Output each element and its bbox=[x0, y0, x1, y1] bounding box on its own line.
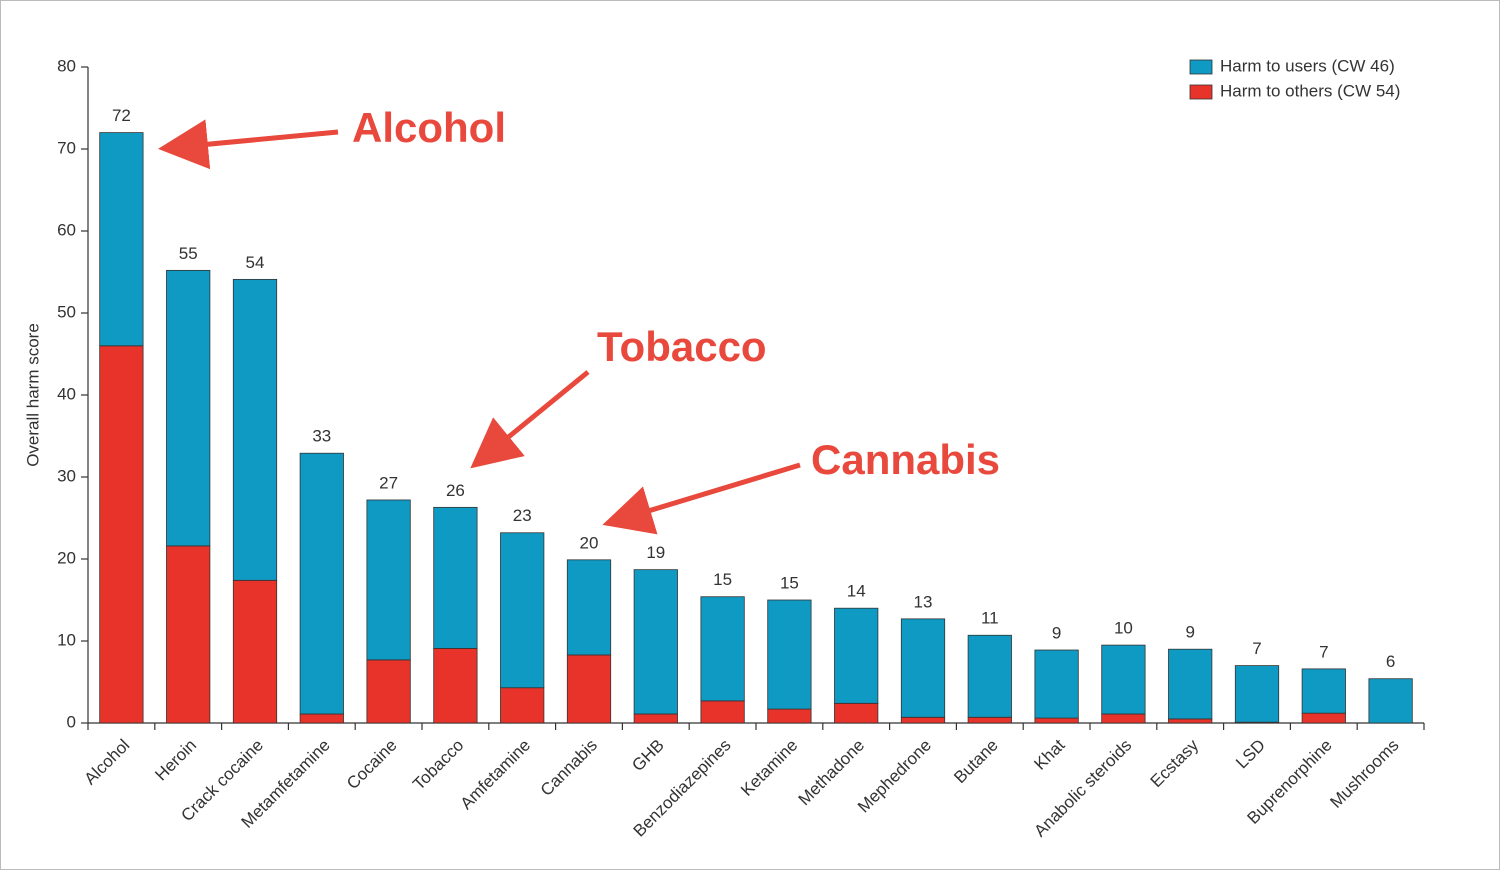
x-tick-label: GHB bbox=[628, 736, 667, 775]
y-tick-label: 70 bbox=[57, 138, 76, 157]
bar-segment bbox=[500, 687, 545, 724]
x-tick-label: Heroin bbox=[151, 736, 200, 785]
bar-segment bbox=[433, 647, 478, 724]
bar-segment bbox=[1301, 668, 1346, 714]
annotation: Alcohol bbox=[352, 104, 506, 151]
total-label: 7 bbox=[1319, 642, 1328, 661]
bar-segment bbox=[1234, 665, 1280, 723]
bar-segment bbox=[566, 654, 612, 724]
bar-segment bbox=[1101, 644, 1146, 715]
total-label: 6 bbox=[1386, 652, 1395, 671]
total-label: 10 bbox=[1114, 619, 1133, 638]
x-tick-label: Cannabis bbox=[537, 736, 601, 800]
x-tick-label: LSD bbox=[1232, 736, 1269, 773]
total-label: 13 bbox=[914, 592, 933, 611]
bar-segment bbox=[1034, 717, 1079, 724]
total-label: 14 bbox=[847, 582, 866, 601]
bar-segment bbox=[166, 545, 211, 724]
x-tick-label: Tobacco bbox=[409, 736, 467, 794]
bar-segment bbox=[433, 506, 478, 649]
x-tick-label: Ketamine bbox=[737, 736, 801, 800]
total-label: 9 bbox=[1185, 623, 1194, 642]
bar-segment bbox=[299, 713, 344, 724]
bar-segment bbox=[900, 716, 946, 724]
y-tick-label: 10 bbox=[57, 630, 76, 649]
bar-segment bbox=[1101, 713, 1146, 724]
x-tick-label: Amfetamine bbox=[457, 736, 535, 814]
x-tick-label: Butane bbox=[950, 736, 1002, 788]
total-label: 27 bbox=[379, 473, 398, 492]
legend-label: Harm to others (CW 54) bbox=[1220, 81, 1400, 100]
bar-segment bbox=[967, 716, 1012, 724]
total-label: 11 bbox=[981, 609, 999, 628]
y-axis-label: Overall harm score bbox=[23, 323, 42, 467]
total-label: 19 bbox=[646, 543, 665, 562]
arrow bbox=[602, 462, 801, 535]
bar-segment bbox=[566, 559, 612, 656]
legend-swatch bbox=[1189, 84, 1213, 100]
y-tick-label: 20 bbox=[57, 548, 76, 567]
bar-segment bbox=[633, 713, 678, 724]
bar-segment bbox=[834, 702, 879, 724]
bar-segment bbox=[366, 499, 411, 661]
arrow bbox=[470, 370, 590, 469]
total-label: 20 bbox=[580, 533, 599, 552]
total-label: 26 bbox=[446, 481, 465, 500]
total-label: 23 bbox=[513, 506, 532, 525]
x-tick-label: Khat bbox=[1030, 735, 1068, 773]
legend-label: Harm to users (CW 46) bbox=[1220, 56, 1395, 75]
bar-segment bbox=[166, 269, 211, 547]
bar-segment bbox=[366, 659, 411, 724]
y-tick-label: 60 bbox=[57, 220, 76, 239]
bar-segment bbox=[500, 532, 545, 689]
bar-segment bbox=[1034, 649, 1079, 719]
y-tick-label: 80 bbox=[57, 56, 76, 75]
total-label: 9 bbox=[1052, 624, 1061, 643]
annotation: Tobacco bbox=[597, 323, 767, 370]
y-tick-label: 40 bbox=[57, 384, 76, 403]
total-label: 15 bbox=[713, 570, 732, 589]
total-label: 7 bbox=[1252, 639, 1261, 658]
bar-segment bbox=[99, 345, 144, 724]
bar-segment bbox=[232, 278, 278, 581]
bar-segment bbox=[967, 634, 1012, 718]
bar-segment bbox=[900, 618, 946, 718]
x-tick-label: Mushrooms bbox=[1326, 736, 1402, 812]
total-label: 55 bbox=[179, 244, 198, 263]
legend-swatch bbox=[1189, 59, 1213, 75]
total-label: 33 bbox=[312, 427, 331, 446]
bar-segment bbox=[1301, 712, 1346, 724]
bar-segment bbox=[1168, 648, 1213, 720]
total-label: 15 bbox=[780, 573, 799, 592]
bar-segment bbox=[232, 579, 278, 724]
bar-segment bbox=[700, 596, 745, 702]
y-tick-label: 50 bbox=[57, 302, 76, 321]
x-tick-label: Cocaine bbox=[343, 736, 401, 794]
bar-segment bbox=[633, 569, 678, 715]
bar-segment bbox=[99, 132, 144, 347]
y-tick-label: 0 bbox=[67, 712, 76, 731]
total-label: 54 bbox=[246, 253, 265, 272]
total-label: 72 bbox=[112, 106, 131, 125]
bar-segment bbox=[299, 452, 344, 715]
x-tick-label: Ecstasy bbox=[1147, 735, 1203, 791]
x-tick-label: Alcohol bbox=[81, 736, 134, 789]
x-tick-label: Methadone bbox=[795, 736, 869, 810]
annotation: Cannabis bbox=[811, 436, 1000, 483]
y-tick-label: 30 bbox=[57, 466, 76, 485]
bar-segment bbox=[767, 708, 812, 724]
bar-segment bbox=[700, 700, 745, 724]
bar-segment bbox=[1168, 718, 1213, 724]
arrow bbox=[158, 119, 339, 170]
bar-segment bbox=[767, 599, 812, 710]
bar-segment bbox=[1368, 678, 1413, 724]
bar-segment bbox=[834, 607, 879, 704]
